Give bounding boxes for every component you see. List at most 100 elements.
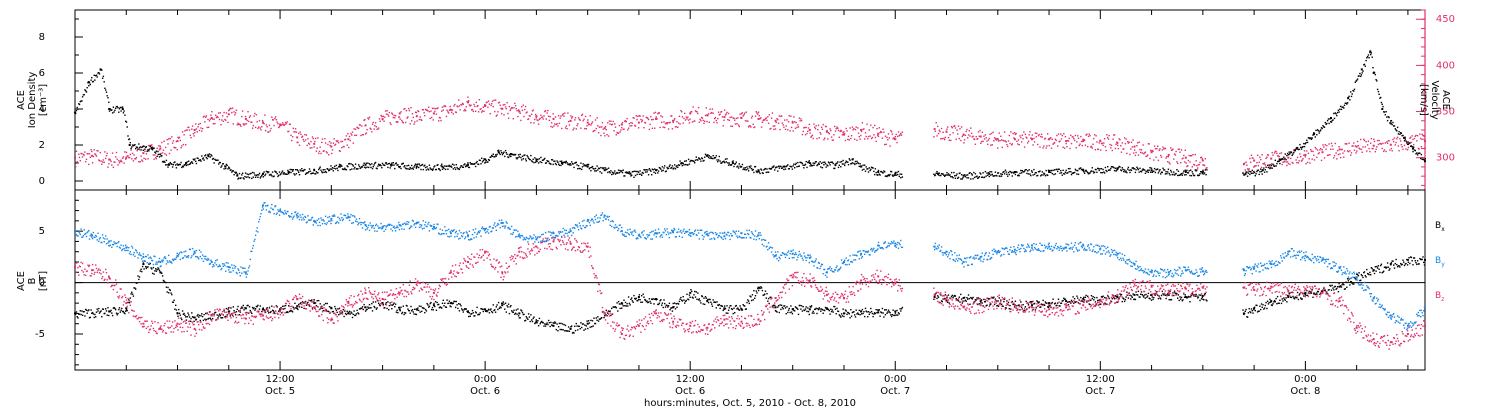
data-dot — [692, 297, 694, 299]
data-dot — [1126, 171, 1128, 174]
data-dot — [1095, 135, 1097, 137]
data-dot — [633, 176, 635, 178]
data-dot — [1131, 167, 1133, 169]
data-dot — [1320, 147, 1322, 150]
data-dot — [704, 114, 707, 117]
data-dot — [448, 302, 450, 304]
data-dot — [89, 156, 91, 158]
data-dot — [892, 309, 894, 311]
data-dot — [558, 322, 561, 325]
data-dot — [493, 309, 495, 312]
data-dot — [604, 135, 606, 137]
data-dot — [308, 142, 310, 144]
data-dot — [131, 146, 133, 148]
data-dot — [1010, 131, 1012, 133]
data-dot — [239, 124, 241, 126]
data-dot — [280, 307, 282, 309]
data-dot — [717, 161, 719, 163]
data-dot — [887, 311, 889, 313]
data-dot — [820, 162, 823, 164]
data-dot — [306, 144, 308, 147]
data-dot — [389, 302, 391, 304]
data-dot — [878, 127, 880, 129]
data-dot — [844, 164, 846, 167]
data-dot — [1309, 162, 1311, 164]
data-dot — [97, 150, 99, 152]
data-dot — [1326, 154, 1329, 157]
data-dot — [1128, 169, 1130, 171]
data-dot — [975, 299, 977, 301]
data-dot — [617, 300, 620, 303]
data-dot — [200, 127, 202, 129]
data-dot — [776, 118, 778, 120]
data-dot — [1133, 168, 1135, 170]
data-dot — [1083, 139, 1086, 141]
data-dot — [1003, 300, 1005, 303]
data-dot — [843, 131, 845, 133]
data-dot — [1180, 149, 1183, 151]
data-point — [1082, 140, 1085, 143]
data-dot — [575, 322, 577, 325]
data-dot — [1383, 149, 1386, 151]
data-dot — [947, 301, 949, 303]
data-dot — [690, 159, 692, 162]
data-dot — [520, 119, 522, 122]
data-dot — [327, 168, 329, 170]
data-dot — [390, 165, 392, 167]
data-dot — [1138, 171, 1140, 173]
data-dot — [1201, 172, 1203, 175]
data-dot — [683, 299, 685, 301]
data-dot — [1074, 134, 1077, 137]
data-dot — [1293, 149, 1296, 151]
data-dot — [582, 323, 584, 325]
data-dot — [462, 311, 464, 313]
data-dot — [611, 123, 614, 125]
data-dot — [583, 329, 585, 331]
data-dot — [389, 122, 391, 124]
data-dot — [1157, 159, 1160, 162]
data-dot — [825, 307, 827, 309]
data-dot — [396, 164, 398, 166]
data-dot — [378, 304, 381, 306]
data-point — [1381, 108, 1384, 110]
data-dot — [492, 153, 494, 155]
data-dot — [674, 302, 676, 304]
data-dot — [206, 312, 208, 314]
data-dot — [981, 131, 983, 133]
data-dot — [794, 306, 797, 308]
data-dot — [609, 310, 611, 312]
data-dot — [494, 154, 497, 156]
data-dot — [505, 311, 507, 313]
data-dot — [867, 311, 870, 313]
data-dot — [830, 161, 832, 163]
data-dot — [226, 116, 228, 118]
data-dot — [422, 307, 424, 309]
data-dot — [743, 167, 745, 169]
data-dot — [149, 144, 151, 147]
data-dot — [161, 272, 163, 274]
data-dot — [978, 176, 980, 178]
data-dot — [236, 308, 238, 310]
data-dot — [479, 159, 481, 162]
data-dot — [441, 307, 443, 309]
data-dot — [281, 171, 283, 174]
data-dot — [595, 127, 597, 130]
data-dot — [94, 153, 96, 155]
data-dot — [362, 164, 364, 166]
data-point — [467, 310, 469, 313]
data-dot — [178, 137, 180, 139]
data-dot — [221, 165, 223, 167]
data-dot — [938, 129, 940, 131]
data-dot — [328, 169, 330, 172]
data-dot — [1276, 162, 1278, 165]
data-dot — [990, 144, 992, 146]
data-dot — [160, 152, 162, 155]
data-dot — [874, 124, 876, 127]
data-dot — [609, 172, 611, 174]
data-dot — [534, 322, 537, 324]
data-dot — [837, 127, 839, 129]
data-dot — [559, 160, 561, 163]
data-dot — [544, 110, 546, 113]
data-dot — [606, 315, 608, 317]
data-dot — [1121, 142, 1123, 144]
